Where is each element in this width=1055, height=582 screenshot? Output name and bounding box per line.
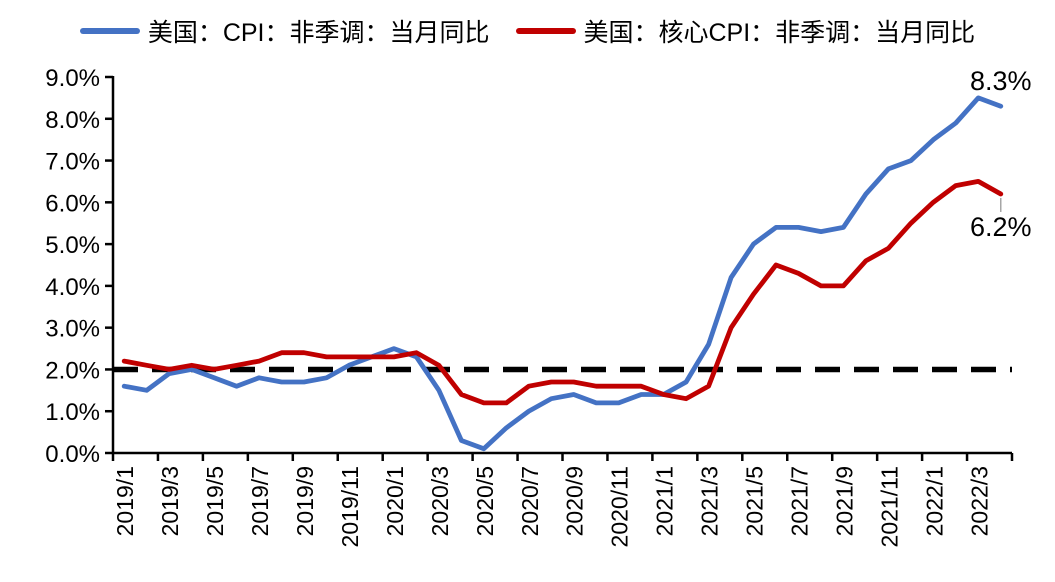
legend-item-core-cpi: 美国：核心CPI：非季调：当月同比 <box>515 13 976 49</box>
x-axis-tick-label: 2022/1 <box>921 466 947 536</box>
x-axis-tick-label: 2019/5 <box>202 466 228 536</box>
x-axis-tick-label: 2022/3 <box>966 466 992 536</box>
y-axis-tick-label: 9.0% <box>45 65 100 92</box>
x-axis-tick-label: 2020/3 <box>427 466 453 536</box>
x-axis-tick-label: 2019/7 <box>247 466 273 536</box>
x-axis-tick-label: 2019/1 <box>112 466 138 536</box>
x-axis-tick-label: 2019/9 <box>292 466 318 536</box>
legend-line-sample-cpi-icon <box>79 28 140 34</box>
annotation-core-cpi-end-value: 6.2% <box>970 212 1032 242</box>
series-line-cpi <box>121 95 1004 452</box>
x-axis-tick-label: 2020/1 <box>382 466 408 536</box>
legend-line-sample-core-cpi-icon <box>515 28 576 34</box>
x-axis-tick-label: 2020/9 <box>562 466 588 536</box>
y-axis-tick-label: 0.0% <box>45 441 100 468</box>
y-axis: 0.0% 1.0% 2.0% 3.0% 4.0% 5.0% 6.0% 7.0% 8.0% 9.0% <box>45 65 115 468</box>
x-axis-tick-label: 2020/5 <box>472 466 498 536</box>
x-axis-tick-label: 2021/9 <box>831 466 857 536</box>
y-axis-tick-label: 7.0% <box>45 149 100 176</box>
x-axis-tick-label: 2021/1 <box>652 466 678 536</box>
x-axis-tick-label: 2021/11 <box>876 466 902 547</box>
x-axis-tick-label: 2020/11 <box>607 466 633 547</box>
x-axis-tick-label: 2019/11 <box>337 466 363 547</box>
y-axis-tick-label: 3.0% <box>45 316 100 343</box>
x-axis-tick-label: 2019/3 <box>157 466 183 536</box>
x-axis-tick-label: 2021/3 <box>697 466 723 536</box>
y-axis-tick-label: 4.0% <box>45 274 100 301</box>
series-line-core-cpi <box>121 178 1004 406</box>
y-axis-tick-label: 6.0% <box>45 190 100 217</box>
x-axis-tick-label: 2021/7 <box>786 466 812 536</box>
legend-item-cpi: 美国：CPI：非季调：当月同比 <box>79 13 490 49</box>
y-axis-tick-label: 5.0% <box>45 232 100 259</box>
legend-label-cpi: 美国：CPI：非季调：当月同比 <box>147 19 490 47</box>
x-axis-tick-label: 2020/7 <box>517 466 543 536</box>
legend-label-core-cpi: 美国：核心CPI：非季调：当月同比 <box>583 19 976 47</box>
y-axis-tick-label: 1.0% <box>45 399 100 426</box>
y-axis-tick-label: 8.0% <box>45 107 100 134</box>
x-axis: 2019/1 2019/3 2019/5 2019/7 2019/9 2019/11 202… <box>111 451 1014 547</box>
x-axis-tick-label: 2021/5 <box>742 466 768 536</box>
y-axis-tick-label: 2.0% <box>45 357 100 384</box>
annotation-cpi-end-value: 8.3% <box>970 66 1032 96</box>
chart-legend: 美国：CPI：非季调：当月同比 美国：核心CPI：非季调：当月同比 <box>0 13 1055 49</box>
